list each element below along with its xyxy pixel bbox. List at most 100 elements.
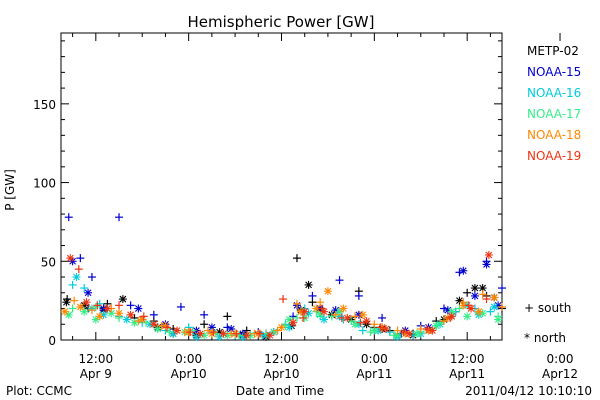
north-point	[320, 315, 329, 324]
north-point	[381, 324, 390, 333]
x-tick-date: Apr11	[356, 367, 392, 381]
south-point	[93, 301, 102, 310]
star-d2	[475, 308, 483, 316]
north-point	[95, 312, 104, 321]
north-point	[432, 321, 441, 330]
south-point	[209, 328, 218, 337]
star-d2	[485, 251, 493, 259]
north-point	[474, 307, 483, 316]
south-point	[176, 302, 185, 311]
north-point	[490, 302, 499, 311]
legend-entry: NOAA-15	[527, 65, 581, 79]
south-point	[149, 310, 158, 319]
star-d2	[134, 305, 142, 312]
legend-entry: NOAA-16	[527, 86, 581, 100]
marker-legend-entry: * north	[524, 331, 566, 345]
star-d2	[196, 330, 204, 338]
south-point	[463, 288, 472, 297]
star-d2	[359, 311, 367, 319]
star-d2	[119, 295, 127, 303]
legend-entry: METP-02	[527, 44, 579, 58]
star-d2	[413, 330, 421, 338]
marker-legend-entry: + south	[524, 301, 571, 315]
north-point	[412, 329, 421, 338]
x-tick-time: 12:00	[450, 352, 485, 366]
star-d2	[490, 294, 498, 301]
north-point	[80, 307, 89, 316]
north-point	[149, 320, 158, 329]
star-d2	[494, 316, 502, 323]
north-point	[118, 295, 127, 304]
star-d2	[243, 331, 251, 339]
x-tick-date: Apr10	[171, 367, 207, 381]
x-tick-time: 0:00	[547, 352, 574, 366]
south-point	[279, 295, 288, 304]
north-point	[478, 284, 487, 293]
south-point	[331, 310, 340, 319]
x-tick-date: Apr12	[542, 367, 578, 381]
north-point	[82, 298, 91, 307]
star-d2	[312, 305, 320, 312]
north-point	[358, 310, 367, 319]
north-point	[103, 304, 112, 313]
south-point	[186, 328, 195, 337]
star-d2	[479, 309, 487, 317]
star-d2	[61, 308, 69, 316]
star-d2	[173, 327, 181, 334]
star-d2	[382, 325, 390, 333]
south-point	[399, 328, 408, 337]
north-point	[484, 250, 493, 259]
north-point	[455, 296, 464, 305]
south-point	[292, 299, 301, 308]
star-d2	[459, 267, 467, 275]
south-point	[223, 312, 232, 321]
south-point	[358, 326, 367, 335]
south-point	[327, 312, 336, 321]
south-point	[354, 291, 363, 300]
star-d2	[448, 312, 456, 320]
star-d2	[301, 308, 309, 316]
north-point	[339, 304, 348, 313]
south-point	[64, 213, 73, 222]
north-point	[134, 304, 143, 313]
south-point	[76, 254, 85, 263]
north-point	[161, 321, 170, 330]
star-d2	[432, 322, 440, 330]
south-point	[316, 298, 325, 307]
star-d2	[324, 287, 332, 295]
star-d2	[490, 303, 498, 311]
south-point	[70, 296, 79, 305]
south-point	[74, 265, 83, 274]
star-d2	[84, 289, 92, 297]
data-points	[60, 213, 506, 341]
legend-entry: NOAA-17	[527, 107, 581, 121]
south-point	[162, 323, 171, 332]
south-point	[115, 213, 124, 222]
star-d2	[76, 303, 84, 311]
y-tick-label: 0	[48, 334, 56, 348]
south-point	[292, 254, 301, 263]
south-point	[378, 313, 387, 322]
star-d2	[66, 254, 74, 262]
north-point	[405, 329, 414, 338]
y-tick-label: 100	[33, 177, 56, 191]
north-point	[173, 326, 182, 335]
star-d2	[266, 331, 274, 339]
south-point	[482, 295, 491, 304]
north-point	[196, 329, 205, 338]
star-d2	[154, 325, 162, 333]
x-tick-date: Apr10	[263, 367, 299, 381]
x-tick-time: 12:00	[264, 352, 299, 366]
legend-entry: NOAA-18	[527, 128, 581, 142]
star-d2	[69, 257, 76, 265]
star-d2	[80, 308, 88, 316]
south-point	[87, 306, 96, 315]
x-tick-time: 0:00	[175, 352, 202, 366]
star-d2	[65, 311, 73, 319]
north-point	[300, 307, 309, 316]
south-point	[115, 301, 124, 310]
south-point	[139, 312, 148, 321]
star-d2	[463, 312, 471, 320]
south-point	[200, 320, 209, 329]
